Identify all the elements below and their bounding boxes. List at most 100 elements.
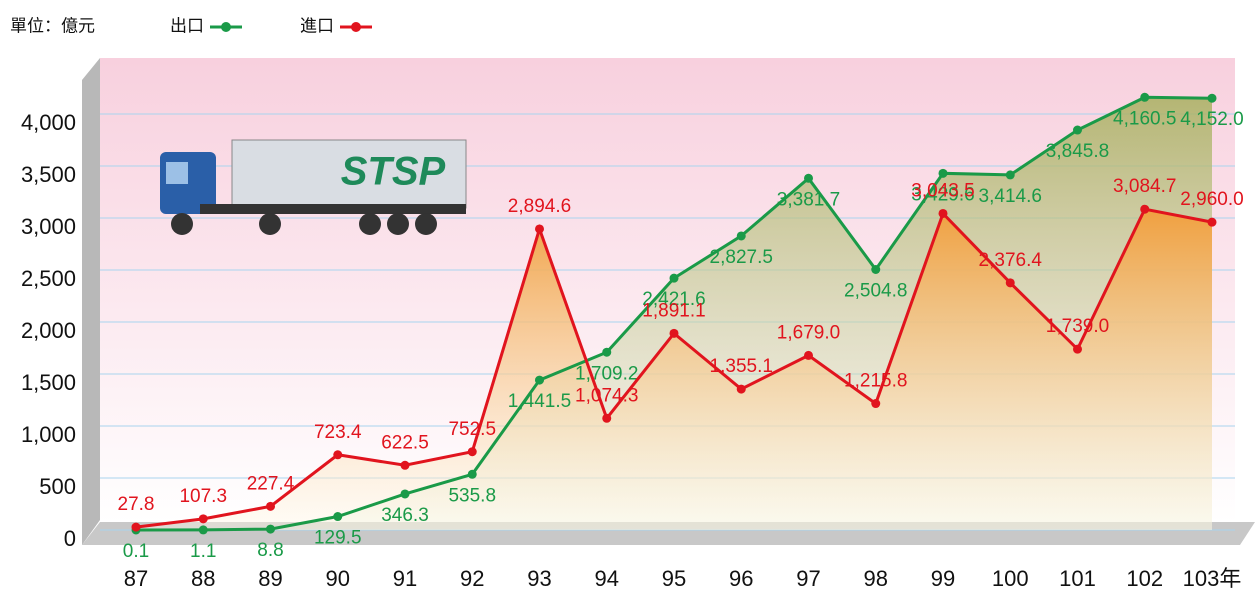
legend-label: 進口 [300, 16, 334, 35]
data-point [198, 525, 208, 535]
data-point [535, 224, 544, 234]
data-point [1207, 217, 1217, 227]
data-point [1005, 278, 1015, 288]
data-label: 535.8 [448, 485, 496, 506]
y-tick-label: 500 [39, 474, 76, 499]
x-tick-label: 95 [662, 566, 686, 591]
data-label: 723.4 [314, 422, 362, 443]
data-label: 2,960.0 [1180, 189, 1243, 210]
data-label: 1,891.1 [642, 300, 705, 321]
data-point [602, 413, 612, 423]
data-point [467, 469, 477, 479]
legend-marker [221, 22, 231, 32]
data-label: 3,845.8 [1046, 141, 1109, 162]
data-point [198, 514, 208, 524]
x-tick-label: 103年 [1183, 566, 1242, 591]
data-point [938, 208, 948, 218]
data-label: 1,739.0 [1046, 316, 1109, 337]
data-label: 3,381.7 [777, 189, 840, 210]
data-point [804, 350, 813, 360]
y-tick-label: 2,500 [21, 266, 76, 291]
data-point [131, 522, 141, 532]
y-tick-label: 3,500 [21, 162, 76, 187]
data-point [1207, 93, 1217, 103]
truck-logo: STSP [341, 150, 446, 194]
data-label: 227.4 [247, 473, 295, 494]
data-label: 1,074.3 [575, 385, 638, 406]
data-label: 2,421.6 [642, 289, 705, 310]
data-point [1073, 344, 1082, 354]
data-label: 1,679.0 [777, 322, 840, 343]
x-tick-label: 90 [326, 566, 350, 591]
x-tick-label: 96 [729, 566, 753, 591]
x-tick-label: 89 [258, 566, 282, 591]
data-label: 1,355.1 [710, 356, 773, 377]
data-label: 2,504.8 [844, 281, 907, 302]
data-label: 129.5 [314, 528, 362, 549]
data-point [602, 347, 612, 357]
series-area [136, 209, 1212, 530]
data-label: 346.3 [381, 505, 429, 526]
y-tick-label: 1,000 [21, 422, 76, 447]
y-tick-label: 4,000 [21, 110, 76, 135]
x-tick-label: 102 [1126, 566, 1163, 591]
data-point [669, 328, 679, 338]
y-tick-label: 3,000 [21, 214, 76, 239]
legend-label: 出口 [170, 16, 204, 35]
legend-marker [351, 22, 361, 32]
data-point [400, 489, 410, 499]
x-tick-label: 91 [393, 566, 417, 591]
x-tick-label: 100 [992, 566, 1029, 591]
data-point [804, 173, 813, 183]
data-point [333, 512, 343, 522]
data-point [467, 447, 477, 457]
truck-illustration: STSP [160, 139, 467, 235]
x-tick-label: 87 [124, 566, 148, 591]
data-point [1140, 204, 1150, 214]
data-point [333, 450, 343, 460]
data-label: 4,152.0 [1180, 109, 1243, 130]
data-label: 4,160.5 [1113, 108, 1176, 129]
y-tick-label: 2,000 [21, 318, 76, 343]
x-tick-label: 92 [460, 566, 484, 591]
data-label: 1,709.2 [575, 363, 638, 384]
data-point [1073, 125, 1082, 135]
data-label: 3,043.5 [911, 180, 974, 201]
data-label: 1,441.5 [508, 391, 571, 412]
data-label: 3,429.6 [911, 184, 974, 205]
data-point [266, 501, 275, 511]
unit-label: 單位：億元 [10, 16, 95, 35]
data-point [938, 168, 948, 178]
data-label: 107.3 [179, 486, 227, 507]
data-label: 1.1 [190, 541, 216, 562]
x-tick-label: 97 [796, 566, 820, 591]
x-tick-label: 99 [931, 566, 955, 591]
data-point [1005, 170, 1015, 180]
data-label: 752.5 [448, 419, 496, 440]
x-tick-label: 101 [1059, 566, 1096, 591]
data-point [266, 524, 275, 534]
data-point [736, 384, 746, 394]
data-label: 27.8 [118, 494, 155, 515]
data-label: 2,894.6 [508, 196, 571, 217]
data-point [871, 399, 881, 409]
data-label: 8.8 [257, 540, 283, 561]
x-tick-label: 98 [864, 566, 888, 591]
data-point [736, 231, 746, 241]
data-label: 0.1 [123, 541, 149, 562]
data-label: 2,827.5 [710, 247, 773, 268]
y-tick-label: 0 [64, 526, 76, 551]
data-label: 2,376.4 [979, 250, 1043, 271]
x-tick-label: 88 [191, 566, 215, 591]
side-wall [82, 58, 100, 545]
y-tick-label: 1,500 [21, 370, 76, 395]
x-tick-label: 94 [595, 566, 619, 591]
data-point [1140, 92, 1150, 102]
data-point [871, 265, 881, 275]
data-label: 622.5 [381, 432, 429, 453]
data-label: 1,215.8 [844, 371, 907, 392]
x-tick-label: 93 [527, 566, 551, 591]
data-point [400, 460, 410, 470]
data-label: 3,084.7 [1113, 176, 1176, 197]
